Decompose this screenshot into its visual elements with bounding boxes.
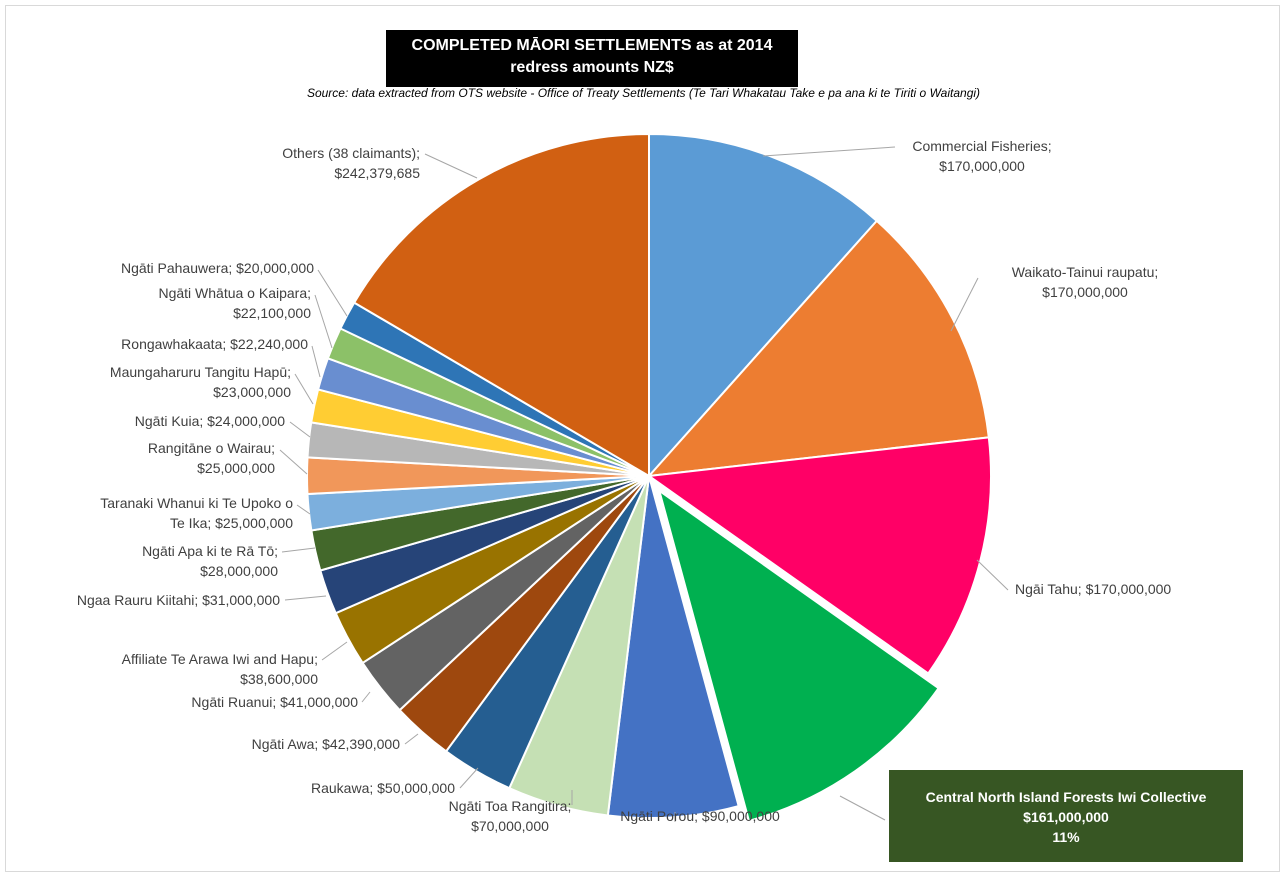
data-label-13-line1: Taranaki Whanui ki Te Upoko o bbox=[100, 495, 293, 511]
data-label-20-line1: Others (38 claimants); bbox=[282, 145, 420, 161]
data-label-13-line2: Te Ika; $25,000,000 bbox=[170, 515, 293, 531]
leader-line-11 bbox=[285, 596, 326, 600]
data-label-5-line1: Ngāti Porou; $90,000,000 bbox=[620, 808, 780, 824]
data-label-1-line2: $170,000,000 bbox=[939, 158, 1025, 174]
leader-line-9 bbox=[362, 692, 370, 702]
callout-label: Central North Island Forests Iwi Collect… bbox=[889, 770, 1243, 862]
leader-line-18 bbox=[315, 295, 332, 348]
data-label-4-line1: Central North Island Forests Iwi Collect… bbox=[926, 789, 1207, 805]
data-label-14-line1: Rangitāne o Wairau; bbox=[148, 440, 275, 456]
data-label-7-line1: Raukawa; $50,000,000 bbox=[311, 780, 455, 796]
data-label-19-line1: Ngāti Pahauwera; $20,000,000 bbox=[121, 260, 314, 276]
leader-line-4 bbox=[840, 796, 885, 820]
leader-line-17 bbox=[312, 346, 320, 377]
data-label-12-line2: $28,000,000 bbox=[200, 563, 278, 579]
leader-line-8 bbox=[405, 734, 418, 744]
data-label-4-line3: 11% bbox=[1052, 829, 1080, 845]
data-label-18-line2: $22,100,000 bbox=[233, 305, 311, 321]
leader-line-3 bbox=[977, 560, 1008, 590]
leader-line-15 bbox=[290, 422, 310, 437]
leader-line-7 bbox=[460, 768, 478, 788]
leader-line-2 bbox=[951, 278, 978, 331]
data-label-9-line1: Ngāti Ruanui; $41,000,000 bbox=[191, 694, 358, 710]
leader-line-1 bbox=[763, 147, 895, 156]
leader-line-12 bbox=[282, 548, 315, 552]
data-label-6-line2: $70,000,000 bbox=[471, 818, 549, 834]
data-label-2-line2: $170,000,000 bbox=[1042, 284, 1128, 300]
data-label-3-line1: Ngāi Tahu; $170,000,000 bbox=[1015, 581, 1171, 597]
data-label-6-line1: Ngāti Toa Rangitira; bbox=[449, 798, 572, 814]
data-label-11-line1: Ngaa Rauru Kiitahi; $31,000,000 bbox=[77, 592, 280, 608]
data-label-17-line1: Rongawhakaata; $22,240,000 bbox=[121, 336, 308, 352]
data-label-16-line2: $23,000,000 bbox=[213, 384, 291, 400]
leader-line-20 bbox=[425, 154, 477, 178]
leader-line-10 bbox=[322, 642, 347, 660]
data-label-1-line1: Commercial Fisheries; bbox=[912, 138, 1051, 154]
data-label-2-line1: Waikato-Tainui raupatu; bbox=[1012, 264, 1159, 280]
data-label-8-line1: Ngāti Awa; $42,390,000 bbox=[252, 736, 401, 752]
data-label-10-line2: $38,600,000 bbox=[240, 671, 318, 687]
data-label-12-line1: Ngāti Apa ki te Rā Tō; bbox=[142, 543, 278, 559]
data-label-4-line2: $161,000,000 bbox=[1023, 809, 1109, 825]
leader-line-14 bbox=[280, 450, 307, 474]
data-label-20-line2: $242,379,685 bbox=[334, 165, 420, 181]
data-label-10-line1: Affiliate Te Arawa Iwi and Hapu; bbox=[122, 651, 318, 667]
leader-line-19 bbox=[318, 270, 347, 316]
data-label-15-line1: Ngāti Kuia; $24,000,000 bbox=[135, 413, 285, 429]
data-label-16-line1: Maungaharuru Tangitu Hapū; bbox=[110, 364, 291, 380]
leader-line-16 bbox=[295, 374, 313, 404]
data-label-18-line1: Ngāti Whātua o Kaipara; bbox=[158, 285, 311, 301]
data-label-14-line2: $25,000,000 bbox=[197, 460, 275, 476]
